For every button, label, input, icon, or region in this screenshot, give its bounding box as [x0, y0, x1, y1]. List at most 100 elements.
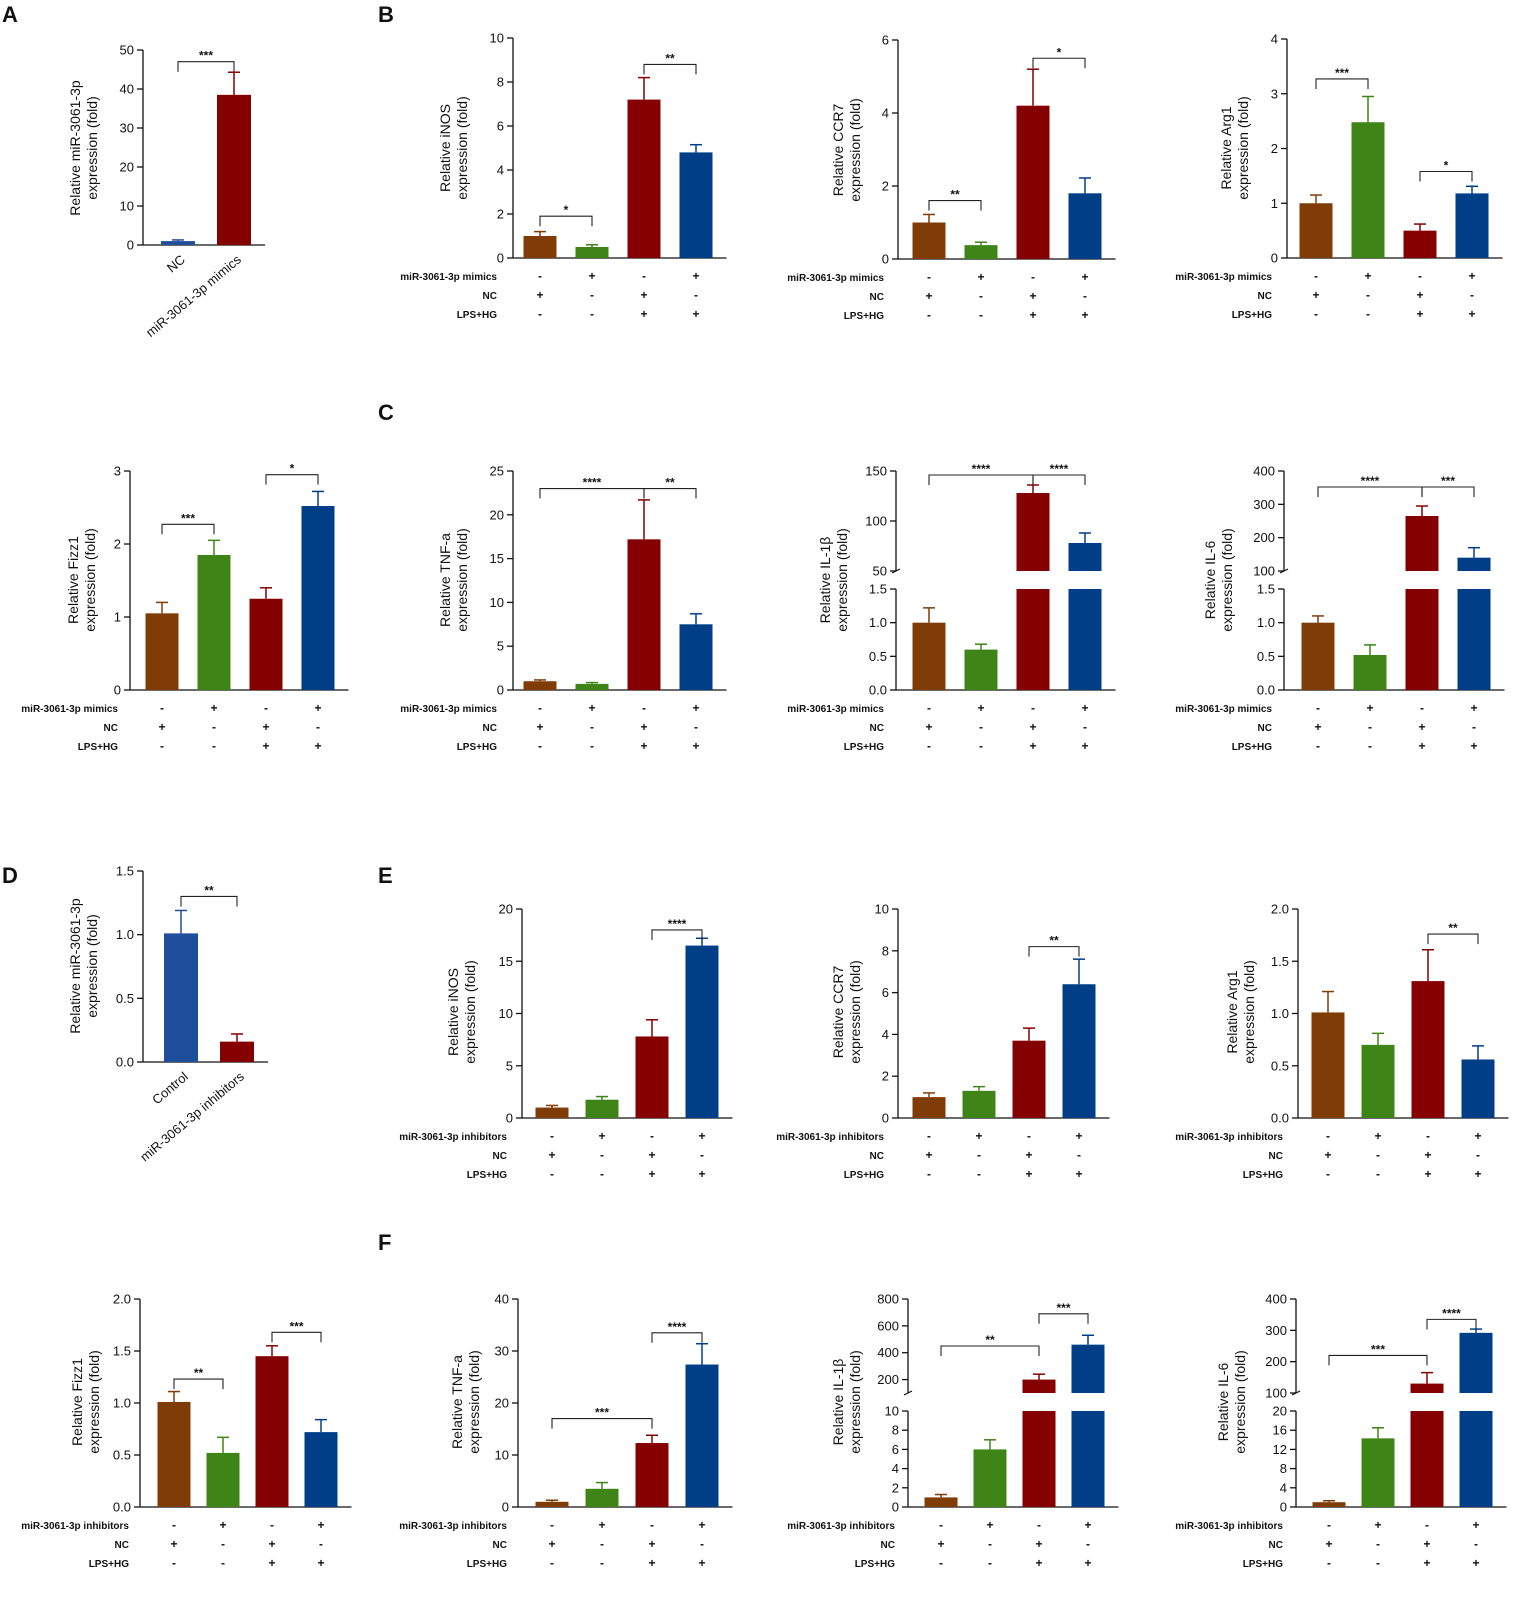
y-tick-label: 4: [1271, 32, 1278, 47]
group-sign: +: [1468, 307, 1475, 321]
group-sign: -: [1418, 269, 1422, 283]
y-axis-label-line: expression (fold): [1232, 1350, 1248, 1454]
y-tick-label: 2: [497, 207, 504, 222]
group-sign: +: [1424, 1148, 1431, 1162]
significance-bracket: **: [1427, 921, 1479, 945]
group-sign: +: [692, 739, 699, 753]
bar: [249, 598, 283, 690]
bar: [220, 1041, 254, 1062]
significance-label: **: [985, 1333, 995, 1347]
group-row-label: NC: [493, 1151, 507, 1162]
y-tick-label: 6: [892, 1442, 899, 1457]
y-tick-label: 4: [882, 106, 889, 121]
group-sign: -: [988, 1556, 992, 1570]
bar: [1022, 1411, 1056, 1507]
group-row-label: miR-3061-3p inhibitors: [21, 1521, 129, 1532]
y-tick-label: 30: [120, 121, 134, 136]
group-row-label: NC: [870, 723, 884, 734]
group-row-label: miR-3061-3p inhibitors: [399, 1521, 507, 1532]
y-tick-label: 2.0: [113, 1292, 131, 1307]
chart-e2: 0 2 4 6 8 10 Relative CCR7expression (fold) ** m…: [776, 902, 1110, 1181]
bar: [301, 506, 335, 690]
group-sign: +: [1029, 720, 1036, 734]
bar: [145, 613, 179, 690]
bar: [912, 222, 946, 259]
group-row-label: miR-3061-3p inhibitors: [399, 1132, 507, 1143]
y-tick-label: 20: [499, 902, 513, 917]
y-tick-label: 400: [1253, 464, 1275, 479]
axis-break-mark: [1279, 568, 1289, 574]
group-sign: +: [640, 739, 647, 753]
group-sign: +: [1025, 1148, 1032, 1162]
y-tick-label: 3: [1271, 86, 1278, 101]
chart-f4: 0 4 8 12 16 20 100 200 300 400 Relative IL-6expres…: [1175, 1292, 1507, 1570]
group-row-label: miR-3061-3p mimics: [400, 704, 497, 715]
group-sign: -: [1326, 1129, 1330, 1143]
bracket-line: [177, 61, 235, 72]
group-sign: +: [698, 1167, 705, 1181]
group-sign: -: [927, 701, 931, 715]
bar: [1461, 1059, 1495, 1118]
bar: [1299, 203, 1333, 258]
bar-upper: [1022, 1379, 1056, 1393]
group-sign: +: [170, 1537, 177, 1551]
y-tick-label: 2.0: [1271, 902, 1289, 917]
y-tick-label: 15: [490, 551, 504, 566]
y-tick-label: 50: [873, 564, 887, 579]
group-sign: +: [1035, 1537, 1042, 1551]
group-sign: -: [1476, 1148, 1480, 1162]
y-tick-label: 25: [490, 464, 504, 479]
group-sign: +: [1474, 1167, 1481, 1181]
y-tick-label: 1.5: [116, 864, 134, 879]
group-sign: -: [319, 1537, 323, 1551]
y-tick-label: 3: [114, 464, 121, 479]
bar: [1312, 1502, 1346, 1507]
bar: [164, 933, 198, 1062]
group-sign: -: [550, 1556, 554, 1570]
y-tick-label: 300: [1253, 497, 1275, 512]
significance-label: **: [194, 1366, 204, 1380]
significance-label: ***: [1056, 1301, 1070, 1315]
group-sign: +: [1416, 307, 1423, 321]
group-row-label: LPS+HG: [78, 742, 119, 753]
chart-f2: 0 10 20 30 40 Relative TNF-aexpression (fold)…: [399, 1292, 733, 1570]
y-tick-label: 8: [497, 75, 504, 90]
group-sign: -: [550, 1167, 554, 1181]
significance-bracket: ***: [1315, 66, 1369, 89]
y-tick-label: 40: [120, 82, 134, 97]
x-category-label: Control: [149, 1069, 191, 1108]
group-sign: -: [590, 720, 594, 734]
y-tick-label: 40: [495, 1292, 509, 1307]
group-sign: +: [977, 270, 984, 284]
group-sign: +: [536, 288, 543, 302]
y-tick-label: 0.5: [1271, 1058, 1289, 1073]
significance-bracket: *: [1032, 45, 1086, 69]
group-sign: +: [548, 1537, 555, 1551]
group-sign: -: [590, 288, 594, 302]
significance-bracket: ***: [1038, 1301, 1089, 1324]
y-tick-label: 1.5: [113, 1344, 131, 1359]
bar: [1012, 1040, 1046, 1118]
y-tick-label: 1.0: [116, 927, 134, 942]
group-sign: -: [642, 701, 646, 715]
group-sign: +: [1029, 739, 1036, 753]
group-sign: -: [600, 1537, 604, 1551]
group-sign: +: [588, 269, 595, 283]
y-tick-label: 0: [497, 251, 504, 266]
bar: [627, 539, 661, 690]
y-tick-label: 20: [120, 160, 134, 175]
y-tick-label: 1.0: [1271, 1006, 1289, 1021]
group-sign: -: [979, 308, 983, 322]
panel-letter-b: B: [378, 2, 394, 27]
significance-label: ***: [1335, 66, 1349, 80]
y-axis-label: Relative CCR7expression (fold): [830, 960, 863, 1064]
y-axis-label-line: expression (fold): [1219, 528, 1235, 632]
group-sign: -: [694, 288, 698, 302]
group-sign: +: [1075, 1129, 1082, 1143]
y-tick-label: 0: [882, 1111, 889, 1126]
group-sign: -: [590, 307, 594, 321]
group-sign: -: [1037, 1518, 1041, 1532]
bracket-line: [1328, 1354, 1428, 1366]
group-sign: -: [650, 1129, 654, 1143]
y-tick-label: 1.5: [1271, 954, 1289, 969]
